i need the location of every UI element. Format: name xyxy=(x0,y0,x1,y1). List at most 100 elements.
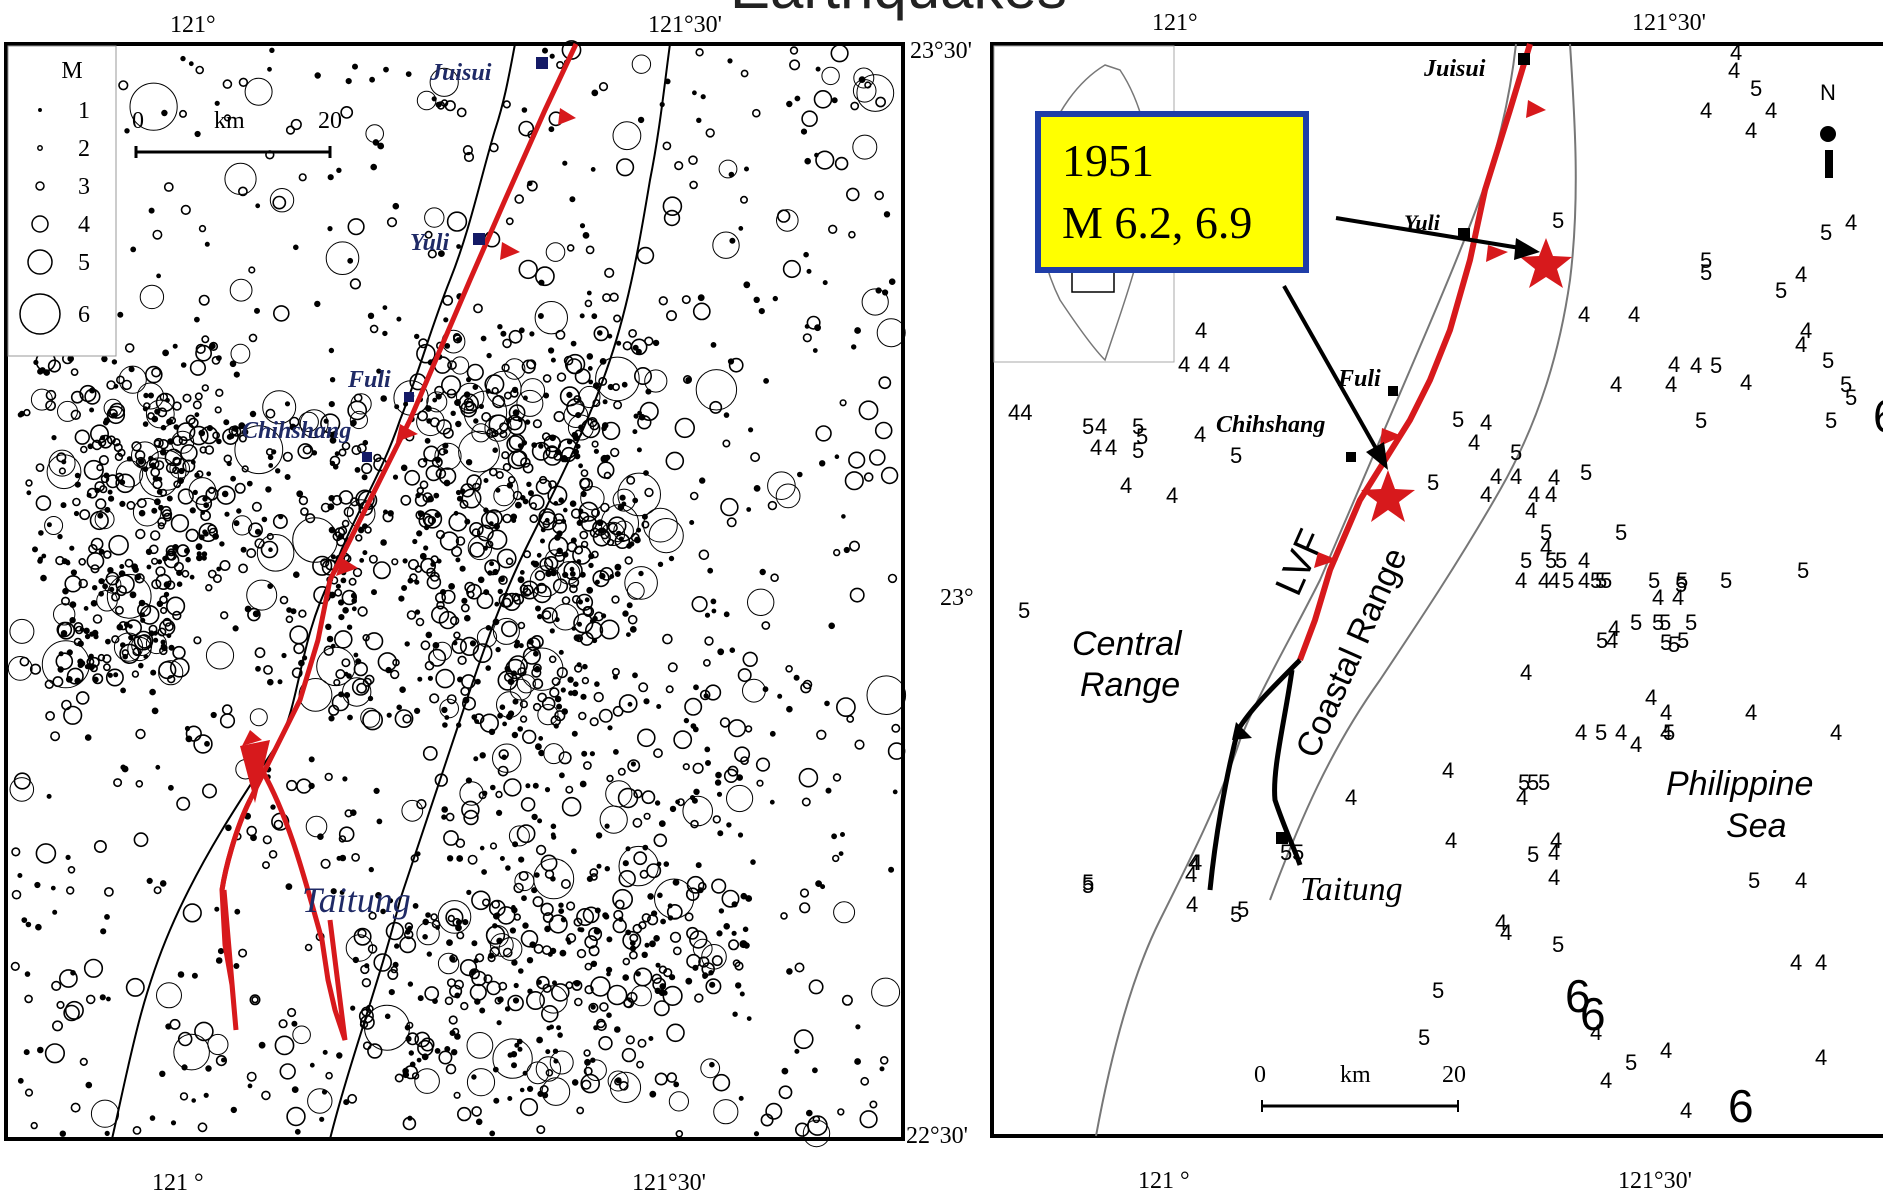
earthquake-circle xyxy=(160,644,168,652)
earthquake-circle xyxy=(816,729,827,740)
earthquake-circle xyxy=(13,772,31,790)
earthquake-circle xyxy=(119,643,140,664)
earthquake-circle xyxy=(21,917,28,923)
earthquake-circle xyxy=(740,69,749,78)
earthquake-circle xyxy=(229,278,253,302)
earthquake-circle xyxy=(202,783,218,799)
earthquake-circle xyxy=(848,230,856,239)
earthquake-circle xyxy=(685,376,692,383)
earthquake-circle xyxy=(551,603,579,631)
earthquake-circle xyxy=(176,422,196,442)
earthquake-circle xyxy=(234,425,284,475)
earthquake-circle xyxy=(324,772,333,782)
earthquake-circle xyxy=(643,470,649,476)
earthquake-circle xyxy=(570,340,577,347)
earthquake-circle xyxy=(770,573,779,583)
earthquake-circle xyxy=(663,861,670,867)
earthquake-circle xyxy=(7,656,33,681)
earthquake-circle xyxy=(455,919,462,926)
earthquake-circle xyxy=(456,244,462,249)
earthquake-circle xyxy=(769,799,775,805)
earthquake-circle xyxy=(455,399,461,405)
earthquake-circle xyxy=(507,416,527,436)
earthquake-circle xyxy=(119,563,125,569)
earthquake-circle xyxy=(844,471,864,491)
earthquake-circle xyxy=(88,543,98,554)
earthquake-circle xyxy=(151,507,158,514)
earthquake-circle xyxy=(287,1007,297,1018)
earthquake-circle xyxy=(55,652,74,671)
earthquake-circle xyxy=(603,471,612,480)
earthquake-circle xyxy=(518,856,525,863)
earthquake-circle xyxy=(476,627,498,648)
earthquake-circle xyxy=(328,715,335,722)
earthquake-circle xyxy=(362,677,372,687)
magnitude-label: 4 xyxy=(1178,352,1190,377)
earthquake-circle xyxy=(606,984,628,1006)
earthquake-circle xyxy=(300,507,309,516)
earthquake-circle xyxy=(185,735,193,743)
earthquake-circle xyxy=(629,626,637,633)
earthquake-circle xyxy=(241,465,249,473)
magnitude-label: 4 xyxy=(1645,685,1657,710)
magnitude-label: 4 xyxy=(1442,758,1454,783)
earthquake-circle xyxy=(286,779,298,792)
earthquake-circle xyxy=(497,765,509,777)
earthquake-circle xyxy=(460,400,478,418)
magnitude-label: 4 xyxy=(1528,482,1540,507)
earthquake-circle xyxy=(599,619,620,640)
earthquake-circle xyxy=(497,670,518,691)
earthquake-circle xyxy=(377,652,398,672)
earthquake-circle xyxy=(340,106,354,119)
earthquake-circle xyxy=(178,467,185,475)
earthquake-circle xyxy=(377,142,385,150)
earthquake-circle xyxy=(726,517,737,528)
earthquake-circle xyxy=(437,952,460,975)
earthquake-circle xyxy=(334,451,340,457)
earthquake-circle xyxy=(712,815,721,824)
earthquake-circle xyxy=(743,166,749,172)
earthquake-circle xyxy=(821,66,840,86)
left-town-fuli: Fuli xyxy=(347,367,391,393)
earthquake-circle xyxy=(65,886,75,895)
earthquake-circle xyxy=(550,983,570,1002)
earthquake-circle xyxy=(540,902,554,916)
earthquake-circle xyxy=(668,555,675,562)
earthquake-circle xyxy=(84,663,90,670)
earthquake-circle xyxy=(57,533,63,540)
earthquake-circle xyxy=(526,359,537,370)
magnitude-label: 5 xyxy=(1280,840,1292,865)
earthquake-circle xyxy=(31,546,38,553)
earthquake-circle xyxy=(469,521,484,537)
right-bottom-lon-12130: 121°30' xyxy=(1618,1168,1692,1194)
earthquake-circle xyxy=(801,797,811,807)
earthquake-circle xyxy=(238,434,247,443)
earthquake-circle xyxy=(279,1063,296,1080)
earthquake-circle xyxy=(353,927,372,946)
earthquake-circle xyxy=(478,403,485,410)
earthquake-circle xyxy=(166,550,177,561)
earthquake-circle xyxy=(286,1106,306,1127)
earthquake-circle xyxy=(444,342,451,349)
earthquake-circle xyxy=(62,587,69,595)
earthquake-circle xyxy=(88,653,94,659)
earthquake-circle xyxy=(113,778,123,788)
earthquake-circle xyxy=(494,601,500,607)
earthquake-circle xyxy=(417,676,423,682)
earthquake-circle xyxy=(578,501,599,522)
earthquake-circle xyxy=(108,534,129,556)
earthquake-circle xyxy=(143,654,149,660)
earthquake-circle xyxy=(511,731,519,739)
earthquake-circle xyxy=(832,773,842,782)
earthquake-circle xyxy=(674,161,684,171)
earthquake-circle xyxy=(743,942,750,949)
earthquake-circle xyxy=(463,614,471,622)
earthquake-circle xyxy=(292,1025,311,1045)
magnitude-label: 4 xyxy=(1795,332,1807,357)
earthquake-circle xyxy=(438,447,447,456)
earthquake-circle xyxy=(759,568,766,576)
earthquake-circle xyxy=(271,449,277,455)
earthquake-circle xyxy=(560,687,566,693)
earthquake-circle xyxy=(586,875,594,883)
earthquake-circle xyxy=(569,566,575,572)
